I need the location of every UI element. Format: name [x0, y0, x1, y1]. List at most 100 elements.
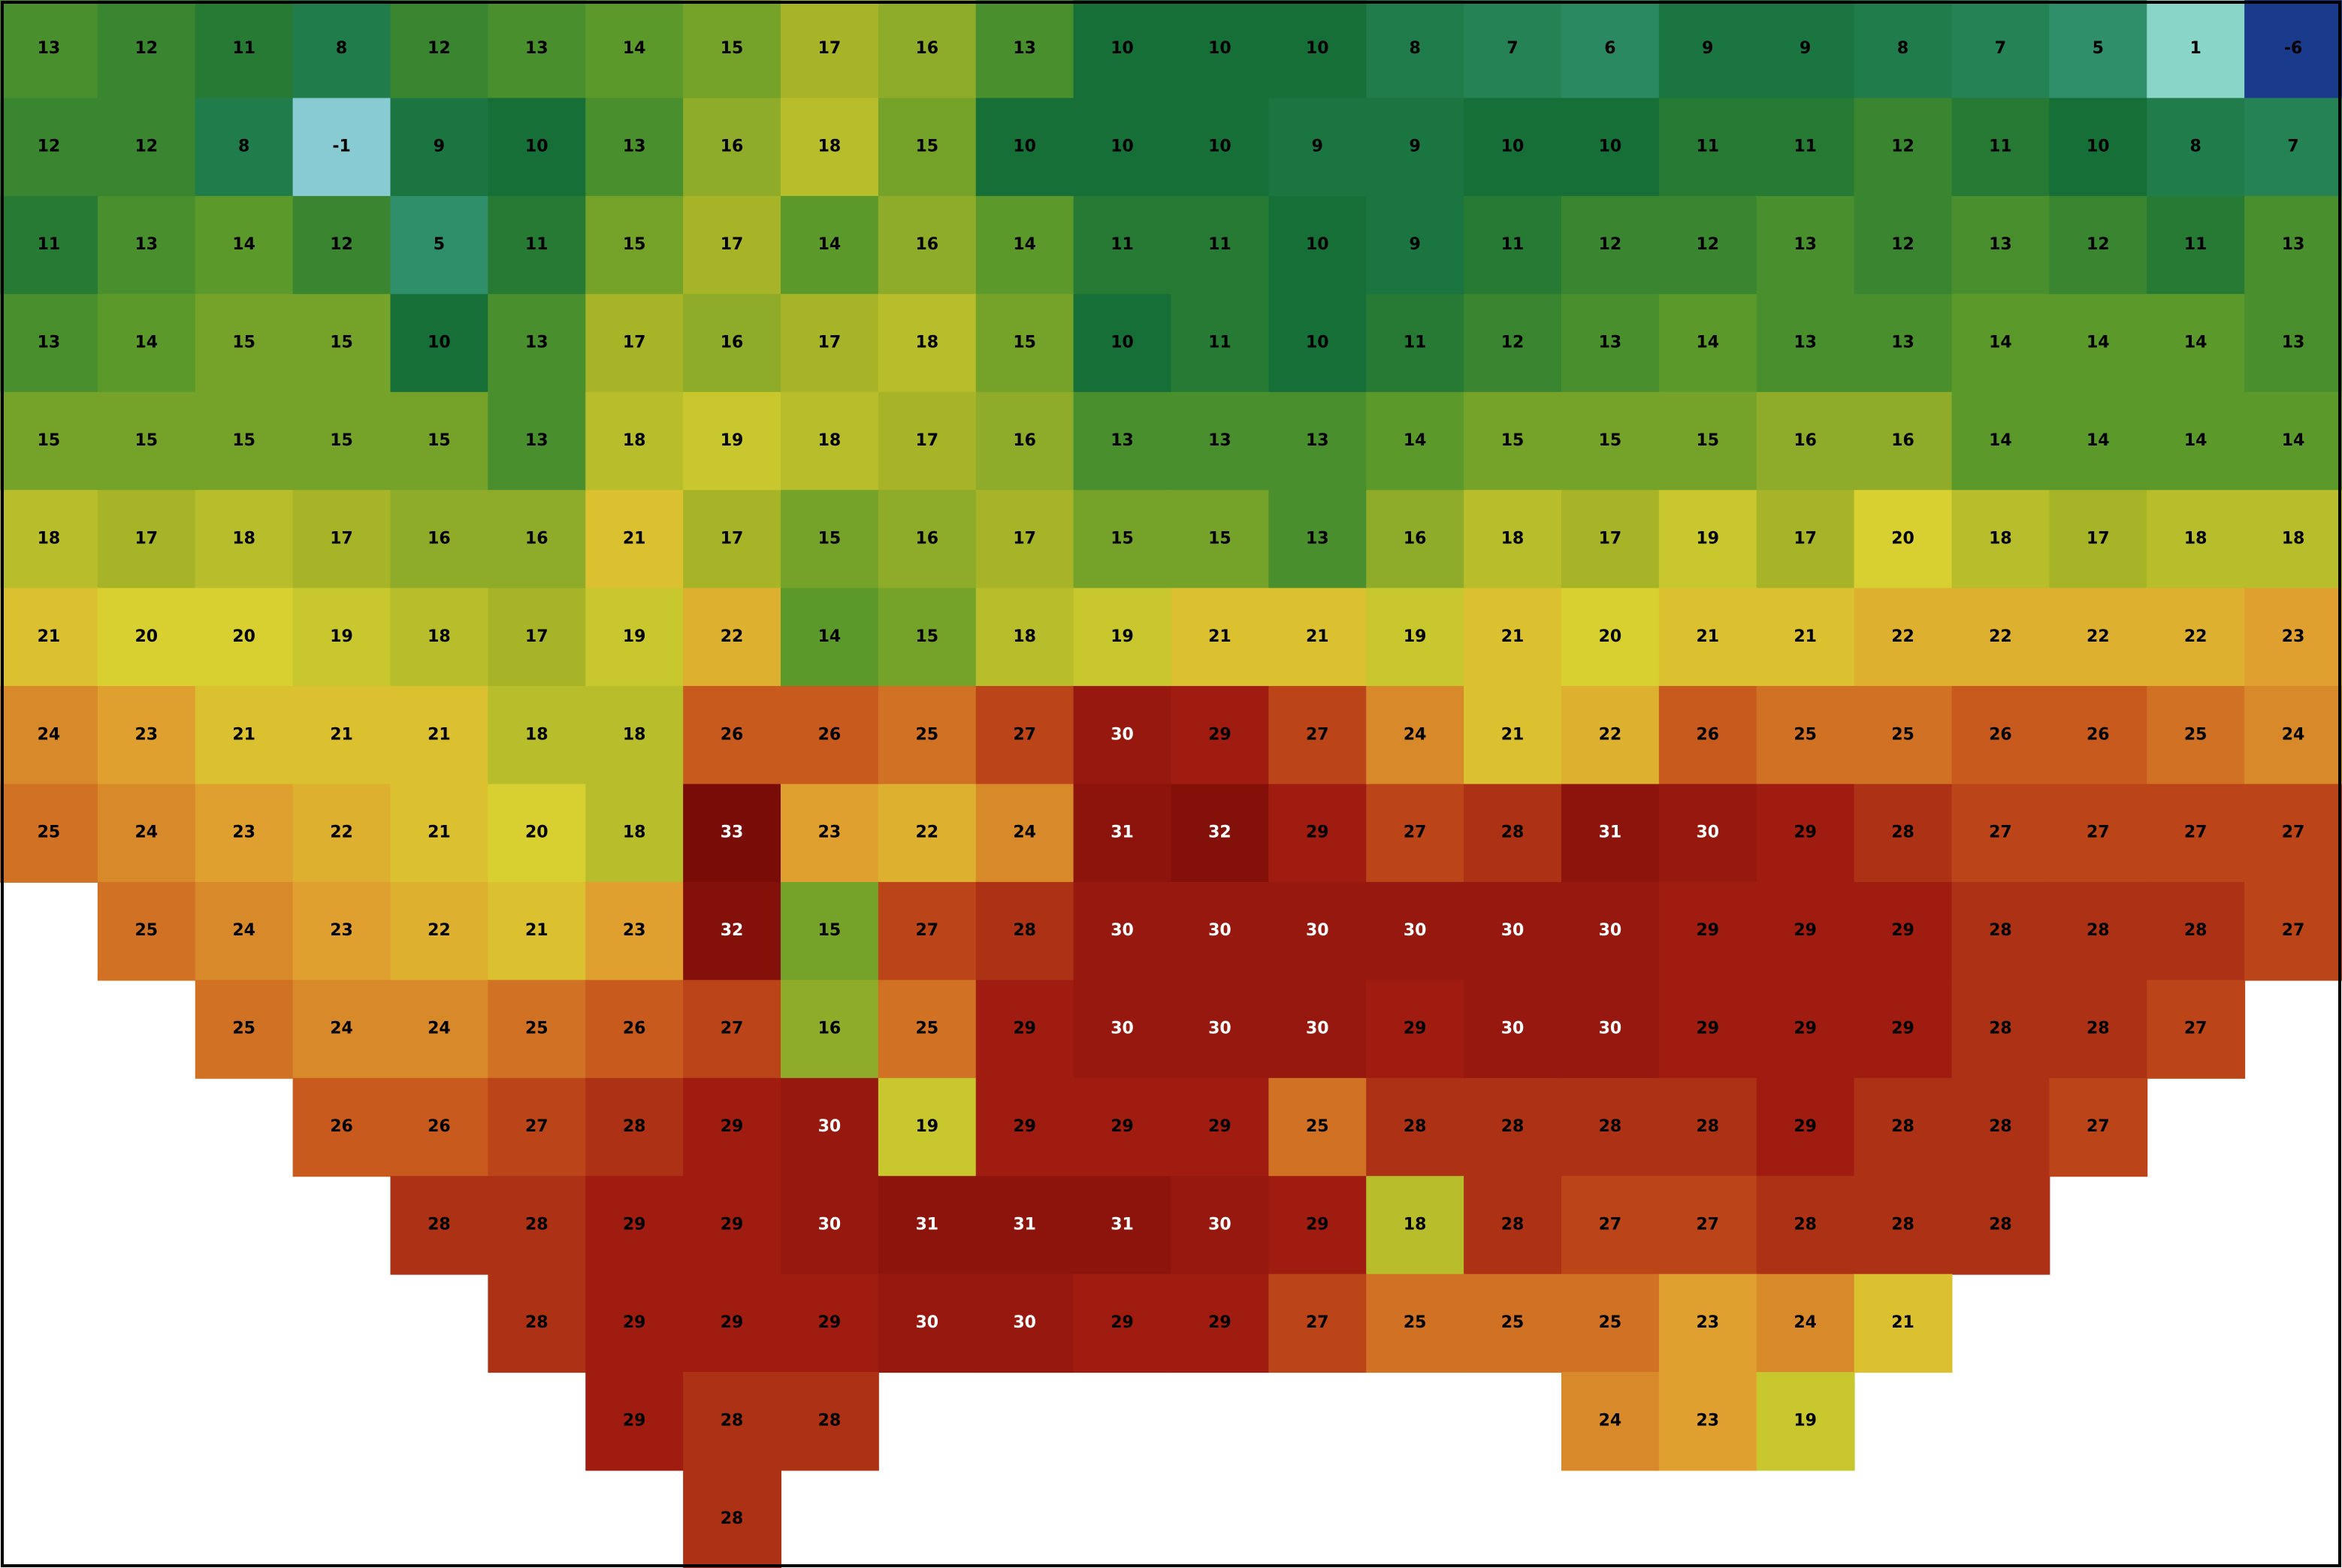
- temperature-cell: [195, 490, 294, 589]
- temperature-cell: [781, 1077, 879, 1177]
- temperature-cell: [1561, 391, 1660, 491]
- temperature-cell: [488, 490, 587, 589]
- temperature-label: 28: [623, 1117, 646, 1136]
- temperature-label: 28: [1697, 1117, 1720, 1136]
- temperature-label: 33: [721, 823, 744, 842]
- temperature-label: 11: [1794, 137, 1817, 156]
- temperature-cell: [97, 881, 196, 981]
- temperature-label: 30: [1208, 1020, 1231, 1038]
- temperature-label: 14: [135, 334, 159, 352]
- temperature-label: 28: [2087, 1020, 2110, 1038]
- temperature-cell: [975, 98, 1074, 197]
- temperature-cell: [1073, 294, 1172, 393]
- temperature-cell: [2244, 391, 2342, 491]
- temperature-label: 10: [2087, 137, 2110, 156]
- temperature-label: 22: [1891, 627, 1914, 646]
- temperature-cell: [1854, 0, 1953, 99]
- temperature-label: 29: [1697, 1020, 1720, 1038]
- temperature-cell: [1366, 686, 1465, 785]
- temperature-cell: [292, 0, 391, 99]
- temperature-cell: [2244, 294, 2342, 393]
- temperature-label: 30: [1599, 1020, 1622, 1038]
- temperature-label: 13: [623, 137, 646, 156]
- temperature-label: 16: [916, 235, 939, 254]
- temperature-cell: [1366, 0, 1465, 99]
- temperature-cell: [1561, 294, 1660, 393]
- temperature-label: 12: [1697, 235, 1720, 254]
- temperature-label: 27: [1404, 823, 1427, 842]
- temperature-label: 29: [1891, 1020, 1914, 1038]
- temperature-label: 30: [1013, 1313, 1036, 1332]
- temperature-label: 12: [38, 137, 61, 156]
- temperature-cell: [1951, 0, 2050, 99]
- temperature-cell: [390, 588, 489, 687]
- temperature-label: 14: [1989, 334, 2012, 352]
- temperature-cell: [1073, 391, 1172, 491]
- temperature-label: 25: [2184, 725, 2208, 744]
- temperature-label: 21: [1306, 627, 1329, 646]
- temperature-label: 15: [1111, 529, 1134, 548]
- temperature-cell: [1073, 1176, 1172, 1275]
- temperature-cell: [1658, 490, 1757, 589]
- temperature-cell: [1366, 1077, 1465, 1177]
- temperature-cell: [1171, 0, 1270, 99]
- temperature-label: 18: [2184, 529, 2208, 548]
- temperature-cell: [1268, 1273, 1367, 1373]
- temperature-cell: [1561, 1372, 1660, 1471]
- temperature-cell: [1171, 784, 1270, 883]
- temperature-cell: [585, 391, 684, 491]
- temperature-label: 14: [2184, 431, 2208, 450]
- temperature-cell: [585, 98, 684, 197]
- temperature-cell: [1268, 195, 1367, 295]
- temperature-cell: [1951, 490, 2050, 589]
- temperature-label: 30: [1599, 921, 1622, 940]
- temperature-label: 21: [428, 823, 451, 842]
- temperature-label: 26: [1989, 725, 2012, 744]
- temperature-cell: [1951, 881, 2050, 981]
- temperature-cell: [1464, 686, 1562, 785]
- temperature-cell: [1561, 0, 1660, 99]
- temperature-label: 29: [1111, 1313, 1134, 1332]
- temperature-cell: [683, 1372, 781, 1471]
- temperature-label: 13: [525, 431, 548, 450]
- temperature-label: 30: [1111, 725, 1134, 744]
- temperature-label: 26: [2087, 725, 2110, 744]
- temperature-cell: [1464, 195, 1562, 295]
- temperature-label: 11: [1208, 334, 1231, 352]
- temperature-label: 8: [336, 39, 347, 58]
- temperature-cell: [488, 1273, 587, 1373]
- temperature-cell: [1366, 98, 1465, 197]
- temperature-label: 23: [330, 921, 353, 940]
- temperature-cell: [488, 784, 587, 883]
- temperature-label: 23: [818, 823, 842, 842]
- temperature-label: 14: [2282, 431, 2305, 450]
- temperature-label: 30: [1501, 921, 1525, 940]
- temperature-label: 24: [2282, 725, 2305, 744]
- temperature-cell: [878, 784, 977, 883]
- temperature-label: 20: [232, 627, 255, 646]
- temperature-label: 17: [818, 39, 842, 58]
- temperature-cell: [878, 980, 977, 1079]
- temperature-label: 19: [721, 431, 744, 450]
- temperature-cell: [1268, 98, 1367, 197]
- temperature-cell: [1366, 588, 1465, 687]
- temperature-label: 13: [1989, 235, 2012, 254]
- temperature-label: 7: [1995, 39, 2006, 58]
- temperature-cell: [1756, 195, 1855, 295]
- temperature-label: 30: [818, 1215, 842, 1234]
- temperature-cell: [2049, 980, 2148, 1079]
- temperature-cell: [1854, 784, 1953, 883]
- temperature-cell: [1756, 1372, 1855, 1471]
- temperature-cell: [1561, 195, 1660, 295]
- temperature-cell: [781, 1372, 879, 1471]
- temperature-cell: [390, 195, 489, 295]
- temperature-cell: [1561, 1077, 1660, 1177]
- temperature-label: 26: [818, 725, 842, 744]
- temperature-cell: [292, 1077, 391, 1177]
- temperature-label: 16: [721, 137, 744, 156]
- temperature-cell: [1073, 980, 1172, 1079]
- temperature-label: 28: [525, 1313, 548, 1332]
- temperature-label: 29: [1794, 921, 1817, 940]
- temperature-label: 29: [721, 1313, 744, 1332]
